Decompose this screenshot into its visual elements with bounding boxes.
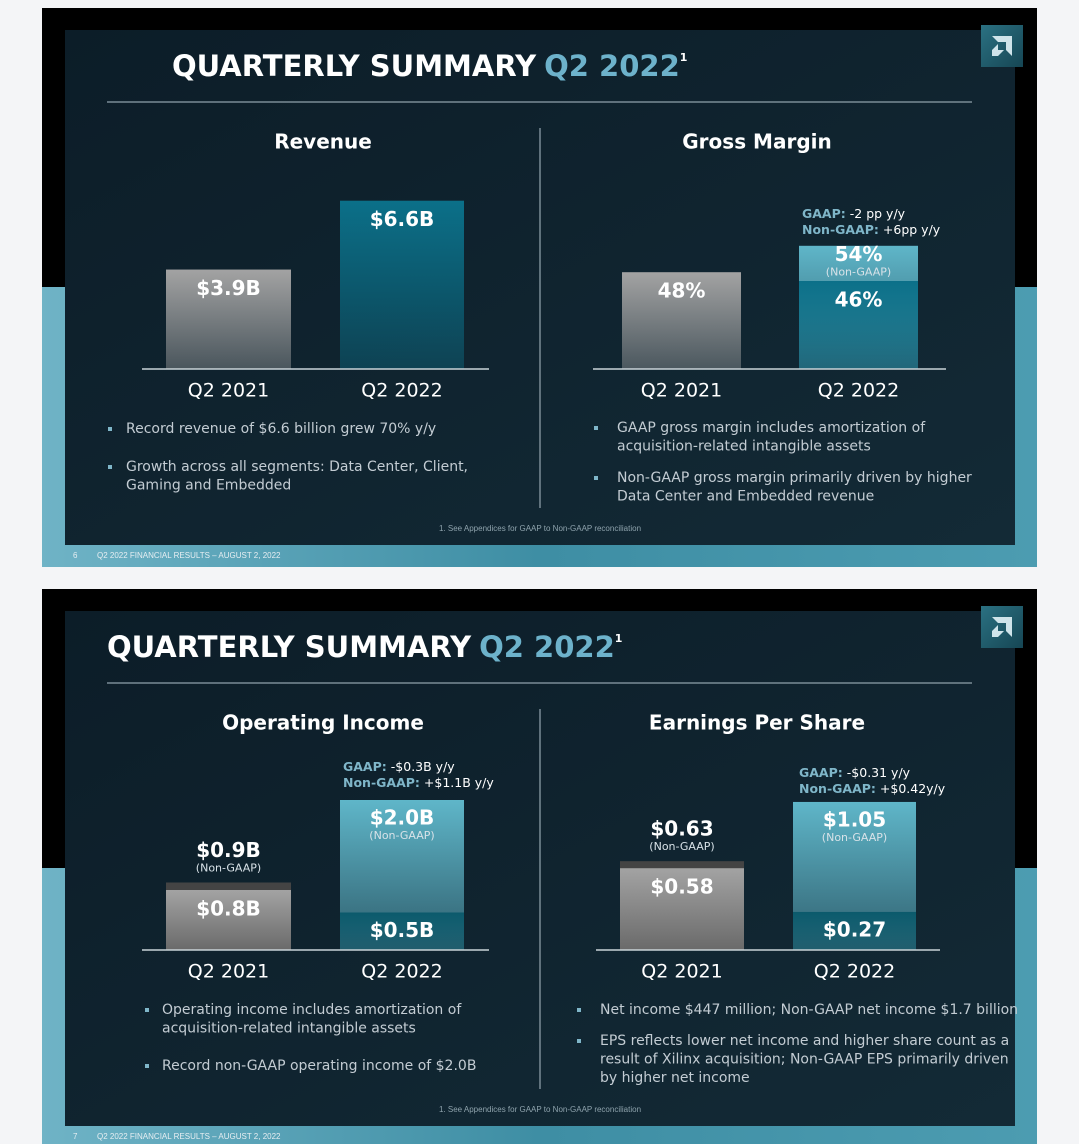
bar-label: 46% (835, 288, 883, 312)
bullet-text: Gaming and Embedded (126, 478, 291, 494)
annotation: Non-GAAP: +6pp y/y (802, 222, 941, 237)
bar-label: $0.8B (196, 897, 261, 921)
bar (166, 890, 291, 950)
bullet-text: result of Xilinx acquisition; Non-GAAP E… (600, 1052, 1009, 1068)
bar-label: $6.6B (370, 207, 435, 231)
bullet-dot (108, 465, 112, 469)
bar-note: (Non-GAAP) (369, 829, 434, 842)
bullet-text: GAAP gross margin includes amortization … (617, 420, 926, 436)
annotation-text: -$0.3B y/y (391, 759, 456, 774)
panel-title: Operating Income (222, 711, 424, 735)
panel-title: Gross Margin (682, 130, 831, 154)
bullet-dot (594, 426, 598, 430)
bar-label: $0.27 (823, 917, 886, 941)
category-label: Q2 2022 (361, 380, 442, 402)
annotation-key: Non-GAAP: (343, 775, 420, 790)
bullet-text: Record non-GAAP operating income of $2.0… (162, 1058, 476, 1074)
bullet-text: by higher net income (600, 1070, 750, 1086)
logo (981, 25, 1023, 67)
footnote: 1. See Appendices for GAAP to Non-GAAP r… (439, 1105, 641, 1114)
title-superscript: 1 (680, 51, 688, 64)
bar (622, 272, 741, 369)
bar-note: (Non-GAAP) (649, 840, 714, 853)
slide-title: QUARTERLY SUMMARY Q2 20221 (107, 630, 622, 664)
annotation: GAAP: -$0.3B y/y (343, 759, 455, 774)
annotation-text: -2 pp y/y (850, 206, 906, 221)
annotation: Non-GAAP: +$1.1B y/y (343, 775, 494, 790)
page-number: 6 (73, 551, 78, 560)
category-label: Q2 2022 (814, 961, 895, 983)
bullet-text: Operating income includes amortization o… (162, 1002, 462, 1018)
logo-arrow (992, 617, 1012, 637)
annotation-text: +6pp y/y (883, 222, 941, 237)
bullet-dot (145, 1008, 149, 1012)
bullet-text: Non-GAAP gross margin primarily driven b… (617, 470, 972, 486)
annotation-key: GAAP: (343, 759, 387, 774)
bullet-dot (577, 1008, 581, 1012)
title-text: QUARTERLY SUMMARY (107, 630, 472, 664)
bullet-dot (594, 476, 598, 480)
annotation-key: GAAP: (802, 206, 846, 221)
bar (793, 911, 916, 950)
category-label: Q2 2021 (188, 380, 269, 402)
logo (981, 606, 1023, 648)
bullet-text: EPS reflects lower net income and higher… (600, 1033, 1009, 1049)
category-label: Q2 2021 (641, 961, 722, 983)
slide-title: QUARTERLY SUMMARY Q2 20221 (172, 49, 687, 83)
bar-note: (Non-GAAP) (196, 862, 261, 875)
bar-label: $0.9B (196, 838, 261, 862)
category-label: Q2 2022 (818, 380, 899, 402)
annotation-text: -$0.31 y/y (847, 765, 911, 780)
annotation: GAAP: -2 pp y/y (802, 206, 906, 221)
bar (799, 281, 918, 369)
bullet-text: acquisition-related intangible assets (617, 439, 871, 455)
bullet-text: acquisition-related intangible assets (162, 1021, 416, 1037)
title-highlight: Q2 2022 (479, 630, 615, 664)
bar (620, 868, 744, 950)
bar-label: $0.58 (650, 875, 713, 899)
bullet-text: Record revenue of $6.6 billion grew 70% … (126, 421, 436, 437)
title-highlight: Q2 2022 (544, 49, 680, 83)
bar (340, 912, 464, 950)
annotation-key: Non-GAAP: (802, 222, 879, 237)
bar (340, 200, 464, 369)
bar-label: $3.9B (196, 276, 261, 300)
annotation: GAAP: -$0.31 y/y (799, 765, 911, 780)
bar-note: (Non-GAAP) (826, 266, 891, 279)
bar-label: $1.05 (823, 807, 886, 831)
bar-label: 48% (658, 279, 706, 303)
bar-label: 54% (835, 242, 883, 266)
bullet-dot (108, 427, 112, 431)
bar-label: $0.5B (370, 918, 435, 942)
page-number: 7 (73, 1132, 78, 1141)
bullet-dot (145, 1064, 149, 1068)
bullet-text: Net income $447 million; Non-GAAP net in… (600, 1002, 1018, 1018)
bar (166, 269, 291, 369)
annotation-key: GAAP: (799, 765, 843, 780)
annotation-text: +$1.1B y/y (424, 775, 494, 790)
bullet-dot (577, 1039, 581, 1043)
bullet-text: Data Center and Embedded revenue (617, 489, 874, 505)
footer: Q2 2022 FINANCIAL RESULTS – AUGUST 2, 20… (97, 1132, 281, 1141)
footer: Q2 2022 FINANCIAL RESULTS – AUGUST 2, 20… (97, 551, 281, 560)
bullet-text: Growth across all segments: Data Center,… (126, 459, 468, 475)
panel-title: Earnings Per Share (649, 711, 865, 735)
title-text: QUARTERLY SUMMARY (172, 49, 537, 83)
annotation-text: +$0.42y/y (880, 781, 946, 796)
bar-note: (Non-GAAP) (822, 831, 887, 844)
category-label: Q2 2022 (361, 961, 442, 983)
logo-arrow (992, 36, 1012, 56)
category-label: Q2 2021 (641, 380, 722, 402)
title-superscript: 1 (615, 632, 623, 645)
bar-label: $2.0B (370, 806, 435, 830)
category-label: Q2 2021 (188, 961, 269, 983)
panel-title: Revenue (274, 130, 372, 154)
bar-label: $0.63 (650, 817, 713, 841)
footnote: 1. See Appendices for GAAP to Non-GAAP r… (439, 524, 641, 533)
annotation: Non-GAAP: +$0.42y/y (799, 781, 946, 796)
annotation-key: Non-GAAP: (799, 781, 876, 796)
